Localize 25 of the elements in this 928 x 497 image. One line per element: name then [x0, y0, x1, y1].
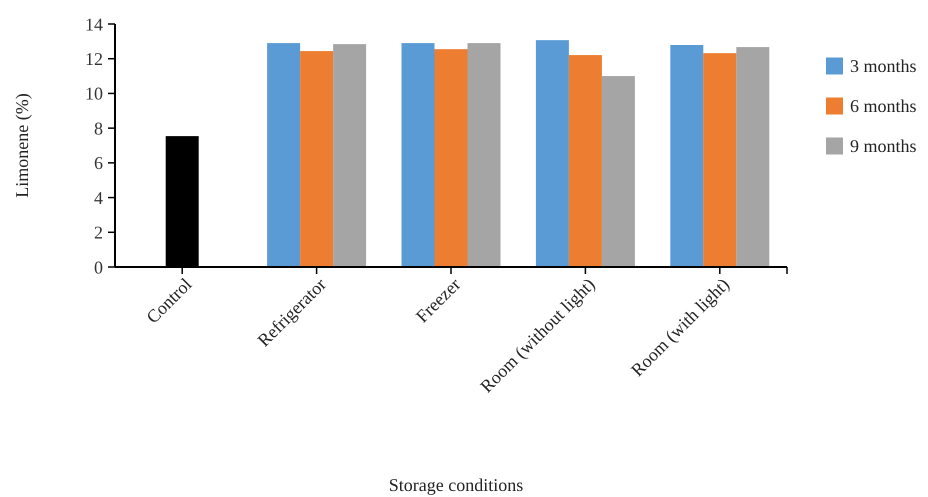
y-tick-label: 10 [85, 84, 103, 104]
bar [670, 45, 704, 267]
y-tick-label: 4 [94, 188, 103, 208]
bar [267, 43, 300, 267]
legend-label: 3 months [850, 56, 917, 76]
bar [602, 76, 635, 267]
y-tick-label: 0 [94, 257, 103, 278]
bar [568, 55, 602, 267]
y-tick-label: 8 [94, 118, 103, 138]
legend-label: 9 months [850, 136, 917, 156]
bar [468, 43, 500, 267]
y-tick-label: 12 [85, 49, 103, 70]
bar [402, 43, 434, 267]
bar [736, 47, 770, 267]
bar [536, 40, 569, 267]
y-tick-label: 6 [94, 153, 103, 174]
y-axis-title: Limonene (%) [12, 93, 32, 198]
legend-label: 6 months [850, 96, 917, 116]
bar [703, 53, 736, 267]
bar [300, 51, 334, 267]
bar [333, 44, 366, 267]
x-axis-title: Storage conditions [388, 475, 524, 495]
y-tick-label: 14 [85, 14, 103, 34]
y-tick-label: 2 [94, 222, 103, 243]
bar [434, 49, 468, 267]
